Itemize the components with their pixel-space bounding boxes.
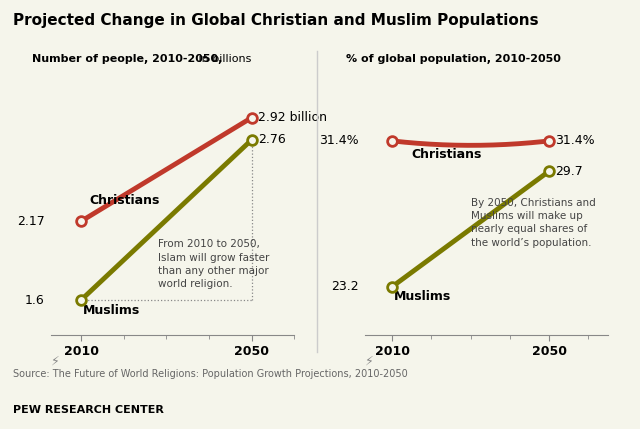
Text: 2.17: 2.17 — [17, 215, 45, 228]
Text: 1.6: 1.6 — [25, 293, 45, 307]
Text: PEW RESEARCH CENTER: PEW RESEARCH CENTER — [13, 405, 164, 415]
Text: Source: The Future of World Religions: Population Growth Projections, 2010-2050: Source: The Future of World Religions: P… — [13, 369, 408, 379]
Text: % of global population, 2010-2050: % of global population, 2010-2050 — [346, 54, 561, 63]
Text: 2.76: 2.76 — [258, 133, 286, 146]
Text: ⚡: ⚡ — [51, 354, 60, 368]
Text: Muslims: Muslims — [394, 290, 451, 303]
Text: Christians: Christians — [90, 194, 160, 208]
Text: in billions: in billions — [195, 54, 252, 63]
Text: 2.92 billion: 2.92 billion — [258, 111, 327, 124]
Text: Projected Change in Global Christian and Muslim Populations: Projected Change in Global Christian and… — [13, 13, 538, 28]
Text: Muslims: Muslims — [83, 304, 140, 317]
Text: 29.7: 29.7 — [555, 165, 583, 178]
Text: Christians: Christians — [412, 148, 483, 161]
Text: From 2010 to 2050,
Islam will grow faster
than any other major
world religion.: From 2010 to 2050, Islam will grow faste… — [158, 239, 269, 289]
Text: By 2050, Christians and
Muslims will make up
nearly equal shares of
the world’s : By 2050, Christians and Muslims will mak… — [470, 198, 595, 248]
Text: 23.2: 23.2 — [332, 280, 359, 293]
Text: 31.4%: 31.4% — [319, 134, 359, 148]
Text: ⚡: ⚡ — [365, 354, 374, 368]
Text: 31.4%: 31.4% — [555, 134, 595, 148]
Text: Number of people, 2010-2050,: Number of people, 2010-2050, — [32, 54, 222, 63]
